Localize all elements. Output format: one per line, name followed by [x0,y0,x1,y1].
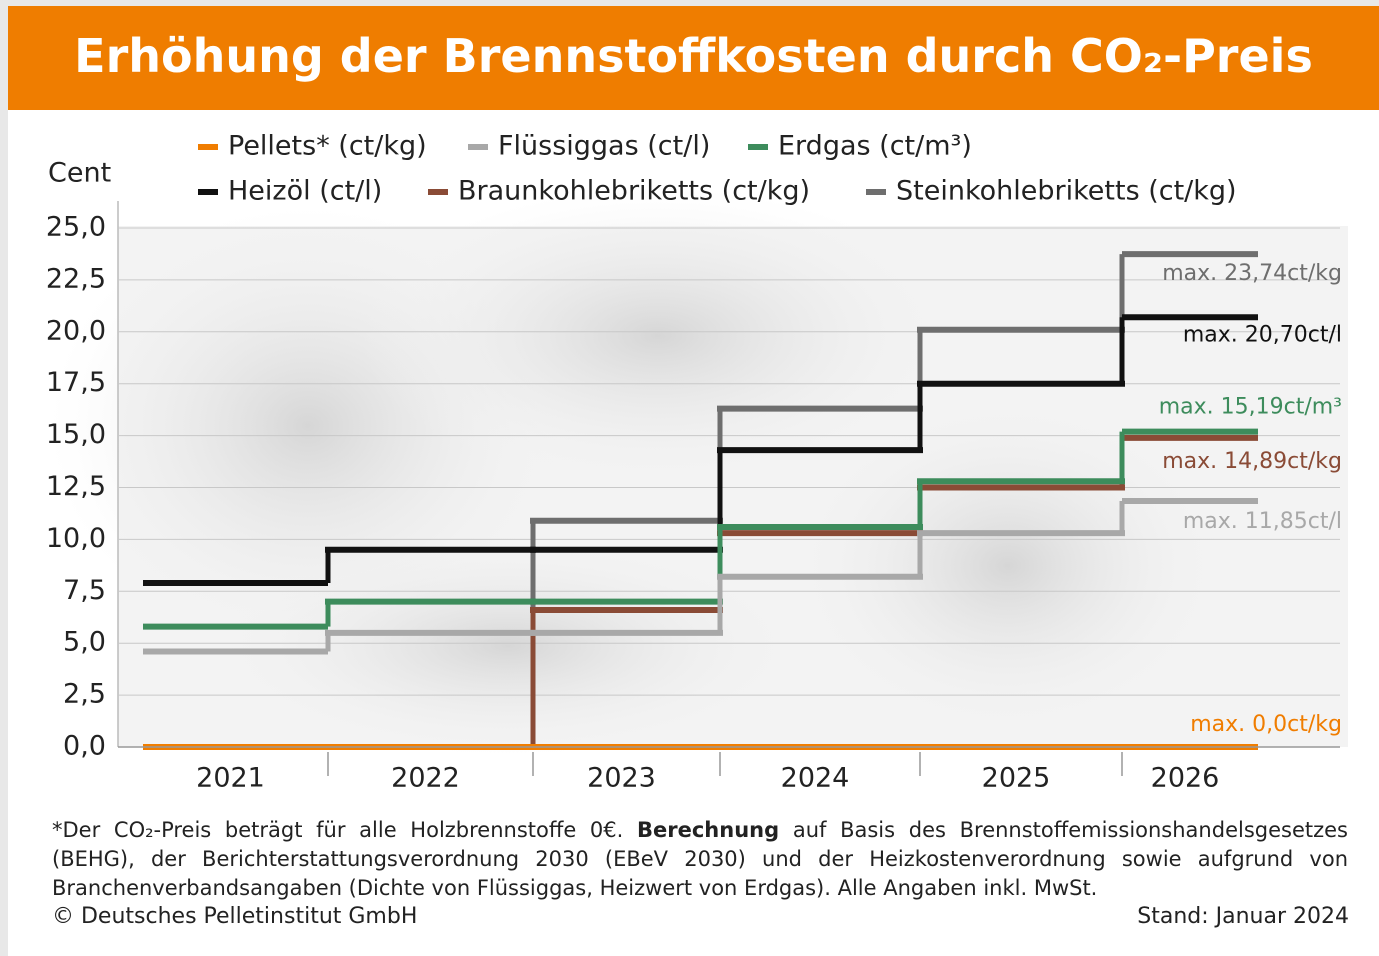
y-tick-label: 17,5 [46,367,106,398]
value-label: max. 0,0ct/kg [1190,712,1342,737]
y-tick-label: 2,5 [63,679,106,710]
value-label: max. 20,70ct/l [1183,322,1342,347]
source: © Deutsches Pelletinstitut GmbH [52,904,418,929]
y-tick-label: 15,0 [46,419,106,450]
y-tick-label: 10,0 [46,523,106,554]
legend-label: Steinkohlebriketts (ct/kg) [896,176,1237,207]
x-tick-label: 2026 [1151,763,1220,794]
legend-label: Erdgas (ct/m³) [778,131,972,162]
y-tick-label: 22,5 [46,263,106,294]
chart: Cent 0,0 2,5 5,0 7,5 10,0 12,5 15,0 17,5 20,0 22,… [46,131,1348,794]
legend-label: Braunkohlebriketts (ct/kg) [458,176,810,207]
legend-label: Pellets* (ct/kg) [228,131,427,162]
header: Erhöhung der Brennstoffkosten durch CO₂-… [8,6,1379,110]
y-tick-label: 7,5 [63,575,106,606]
value-label: max. 15,19ct/m³ [1159,395,1342,420]
value-label: max. 23,74ct/kg [1162,261,1342,286]
footnote-text: auf Basis des Brennstoffemissionshandels… [52,818,1348,900]
x-tick-label: 2024 [781,763,850,794]
x-tick-label: 2025 [982,763,1051,794]
cloud [788,396,1228,736]
x-tick-label: 2022 [391,763,460,794]
infographic: Erhöhung der Brennstoffkosten durch CO₂-… [8,6,1379,956]
date: Stand: Januar 2024 [1137,904,1349,929]
y-tick-label: 25,0 [46,212,106,243]
legend-label: Heizöl (ct/l) [228,176,382,207]
x-tick-label: 2021 [196,763,265,794]
value-label: max. 11,85ct/l [1183,509,1342,534]
value-label: max. 14,89ct/kg [1162,449,1342,474]
footnote-text: *Der CO₂-Preis beträgt für alle Holzbren… [52,818,638,842]
y-axis-label: Cent [48,158,111,189]
y-tick-label: 20,0 [46,315,106,346]
legend-label: Flüssiggas (ct/l) [498,131,710,162]
chart-title: Erhöhung der Brennstoffkosten durch CO₂-… [74,29,1313,83]
x-tick-label: 2023 [587,763,656,794]
y-tick-label: 12,5 [46,471,106,502]
y-tick-label: 5,0 [63,627,106,658]
y-tick-label: 0,0 [63,731,106,762]
footnote: *Der CO₂-Preis beträgt für alle Holzbren… [52,816,1348,903]
footnote-bold: Berechnung [637,818,780,842]
